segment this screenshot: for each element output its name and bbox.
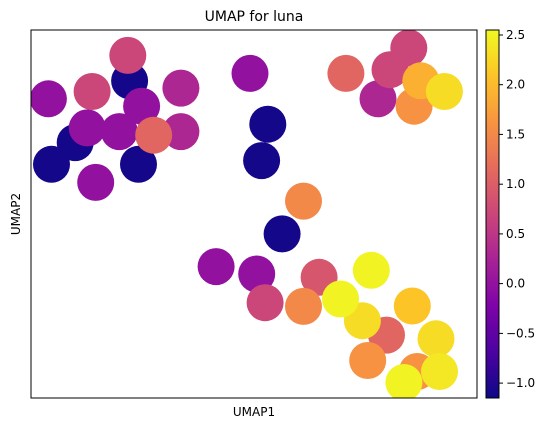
scatter-point-22	[246, 284, 284, 322]
colorbar-tick-label-7: 2.5	[506, 28, 525, 42]
colorbar-tick-label-2: 0.0	[506, 277, 525, 291]
scatter-point-11	[77, 163, 115, 201]
scatter-point-37	[421, 353, 458, 390]
scatter-point-40	[385, 364, 423, 398]
colorbar-tick-label-5: 1.5	[506, 127, 525, 141]
colorbar-tick-label-6: 2.0	[506, 78, 525, 92]
scatter-point-6	[263, 215, 301, 253]
scatter-point-13	[197, 248, 235, 286]
y-axis-label: UMAP2	[9, 193, 23, 235]
scatter-point-25	[327, 54, 365, 92]
scatter-point-9	[100, 113, 138, 151]
colorbar-tick-label-4: 1.0	[506, 177, 525, 191]
scatter-point-18	[73, 73, 111, 110]
colorbar-tick-label-3: 0.5	[506, 227, 525, 241]
plot-frame	[30, 29, 478, 399]
scatter-point-4	[249, 105, 287, 143]
scatter-point-24	[135, 116, 173, 154]
scatter-point-16	[162, 113, 200, 151]
scatter-point-34	[425, 73, 463, 110]
scatter-point-36	[417, 320, 455, 358]
scatter-point-12	[231, 54, 269, 92]
scatter-point-30	[349, 342, 387, 379]
points-layer	[31, 30, 463, 398]
scatter-point-19	[109, 36, 147, 74]
scatter-point-14	[238, 255, 276, 293]
scatter-point-7	[31, 80, 67, 118]
scatter-point-8	[68, 109, 106, 147]
scatter-point-15	[162, 69, 200, 107]
colorbar	[485, 29, 500, 399]
scatter-point-3	[120, 145, 157, 183]
scatter-point-27	[285, 182, 322, 220]
scatter-point-38	[352, 251, 390, 289]
chart-title: UMAP for luna	[205, 9, 304, 25]
scatter-point-10	[123, 87, 161, 125]
scatter-point-17	[359, 80, 397, 118]
colorbar-tick-label-1: −0.5	[506, 326, 535, 340]
scatter-point-2	[33, 145, 70, 183]
colorbar-ticks: −1.0 −0.5 0.0 0.5 1.0 1.5 2.0 2.5	[499, 28, 535, 390]
x-axis-label: UMAP1	[233, 405, 275, 419]
scatter-point-28	[285, 287, 322, 325]
scatter-point-39	[322, 280, 359, 318]
scatter-point-21	[390, 30, 428, 67]
scatter-point-5	[243, 142, 281, 180]
scatter-point-33	[393, 287, 431, 325]
colorbar-tick-label-0: −1.0	[506, 376, 535, 390]
